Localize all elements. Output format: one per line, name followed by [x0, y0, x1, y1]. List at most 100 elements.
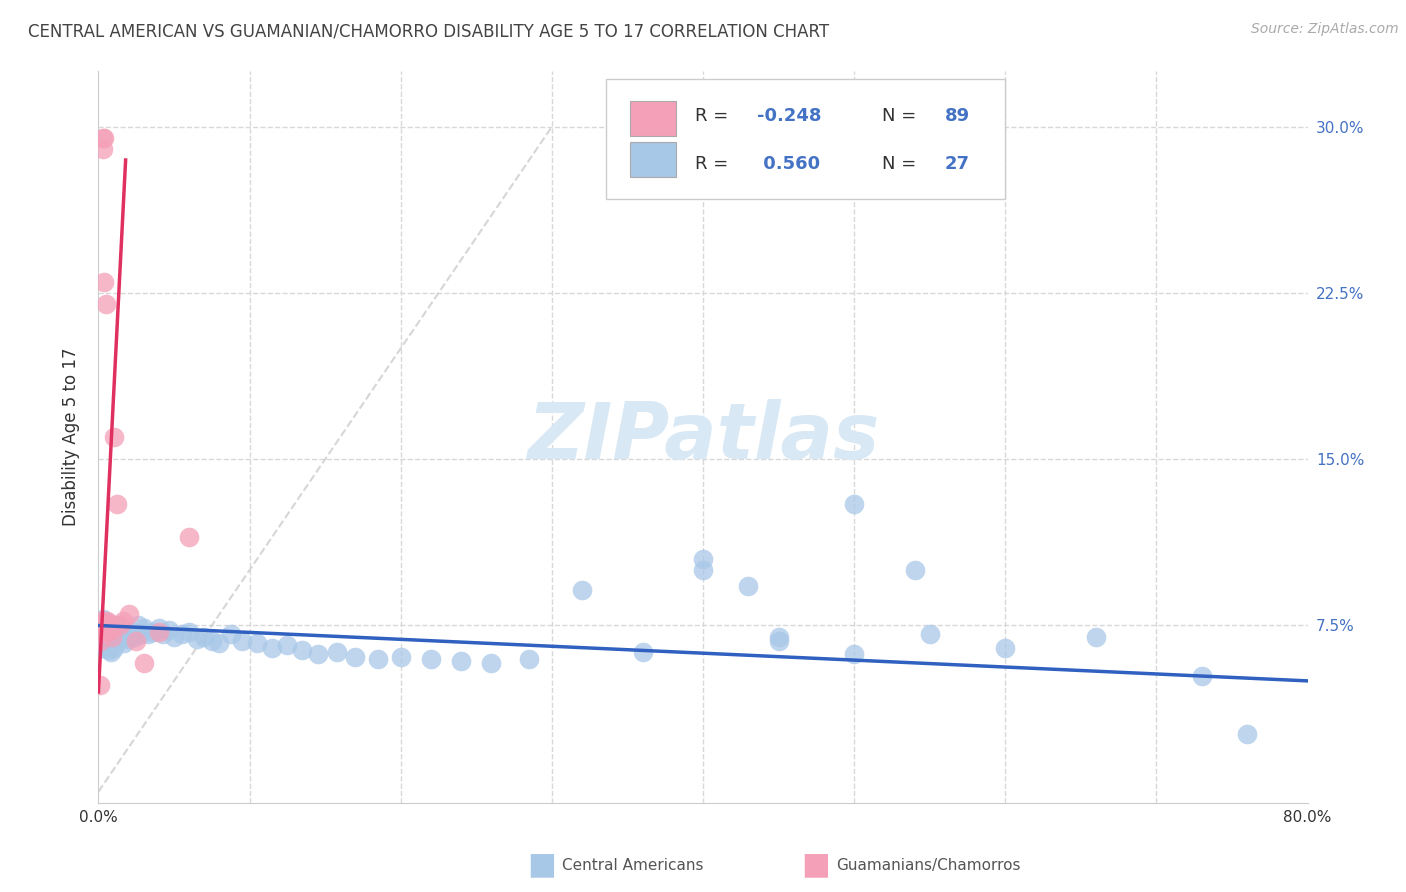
- Point: [127, 618, 149, 632]
- Point: [105, 618, 128, 632]
- Point: [389, 649, 412, 664]
- Point: [90, 616, 112, 631]
- Point: [103, 430, 125, 444]
- Point: [98, 643, 121, 657]
- FancyBboxPatch shape: [630, 142, 676, 177]
- FancyBboxPatch shape: [606, 78, 1005, 200]
- Point: [193, 630, 215, 644]
- Point: [94, 627, 117, 641]
- Point: [246, 636, 269, 650]
- Point: [208, 636, 231, 650]
- Point: [132, 621, 155, 635]
- Point: [1191, 669, 1213, 683]
- Point: [121, 625, 143, 640]
- Point: [94, 636, 117, 650]
- Point: [844, 648, 866, 662]
- Text: R =: R =: [695, 107, 734, 126]
- Point: [90, 634, 112, 648]
- Point: [129, 627, 152, 641]
- Text: N =: N =: [882, 155, 922, 173]
- Point: [105, 497, 128, 511]
- Point: [367, 651, 389, 665]
- Point: [420, 651, 443, 665]
- Point: [91, 612, 114, 626]
- Point: [89, 616, 111, 631]
- Point: [94, 618, 117, 632]
- Point: [994, 640, 1017, 655]
- Point: [111, 614, 134, 628]
- Point: [118, 607, 141, 622]
- Point: [112, 636, 135, 650]
- Point: [101, 627, 124, 641]
- Text: -0.248: -0.248: [758, 107, 823, 126]
- Point: [103, 630, 125, 644]
- Text: ■: ■: [527, 851, 555, 880]
- Text: ■: ■: [801, 851, 830, 880]
- Point: [101, 639, 124, 653]
- Point: [231, 634, 253, 648]
- Point: [93, 275, 115, 289]
- Text: Central Americans: Central Americans: [562, 858, 704, 872]
- Point: [103, 621, 125, 635]
- Point: [125, 634, 148, 648]
- Point: [768, 634, 790, 648]
- Point: [108, 618, 131, 632]
- Text: R =: R =: [695, 155, 734, 173]
- Point: [148, 625, 170, 640]
- Point: [105, 630, 128, 644]
- Point: [179, 625, 201, 640]
- Point: [276, 639, 298, 653]
- Point: [124, 630, 146, 644]
- Point: [111, 625, 134, 640]
- Point: [148, 621, 170, 635]
- Text: CENTRAL AMERICAN VS GUAMANIAN/CHAMORRO DISABILITY AGE 5 TO 17 CORRELATION CHART: CENTRAL AMERICAN VS GUAMANIAN/CHAMORRO D…: [28, 22, 830, 40]
- Point: [93, 625, 115, 640]
- Point: [90, 614, 112, 628]
- Point: [110, 632, 132, 646]
- Point: [918, 627, 941, 641]
- Point: [221, 627, 243, 641]
- Point: [104, 634, 127, 648]
- Point: [104, 623, 127, 637]
- Point: [344, 649, 367, 664]
- Point: [89, 634, 111, 648]
- Point: [91, 142, 114, 156]
- Point: [110, 621, 132, 635]
- Point: [307, 648, 329, 662]
- Point: [91, 621, 114, 635]
- Point: [91, 640, 114, 655]
- Point: [96, 630, 118, 644]
- Point: [179, 530, 201, 544]
- Point: [91, 131, 114, 145]
- Point: [118, 632, 141, 646]
- Point: [89, 678, 111, 692]
- Point: [96, 625, 118, 640]
- Point: [98, 616, 121, 631]
- Point: [768, 630, 790, 644]
- Point: [101, 630, 124, 644]
- Point: [159, 623, 181, 637]
- Point: [108, 625, 131, 640]
- Point: [450, 654, 472, 668]
- Point: [844, 497, 866, 511]
- Text: 0.560: 0.560: [758, 155, 821, 173]
- Point: [170, 627, 193, 641]
- Point: [262, 640, 284, 655]
- Point: [1236, 727, 1258, 741]
- Point: [1085, 630, 1108, 644]
- Point: [90, 625, 112, 640]
- Point: [517, 651, 540, 665]
- Point: [114, 627, 136, 641]
- Point: [571, 582, 593, 597]
- Point: [96, 621, 118, 635]
- Point: [481, 656, 503, 670]
- Point: [94, 297, 117, 311]
- Point: [904, 563, 927, 577]
- Point: [186, 632, 208, 646]
- Point: [103, 640, 125, 655]
- Point: [100, 645, 122, 659]
- Point: [201, 634, 224, 648]
- Point: [96, 614, 118, 628]
- Point: [93, 616, 115, 631]
- Point: [93, 131, 115, 145]
